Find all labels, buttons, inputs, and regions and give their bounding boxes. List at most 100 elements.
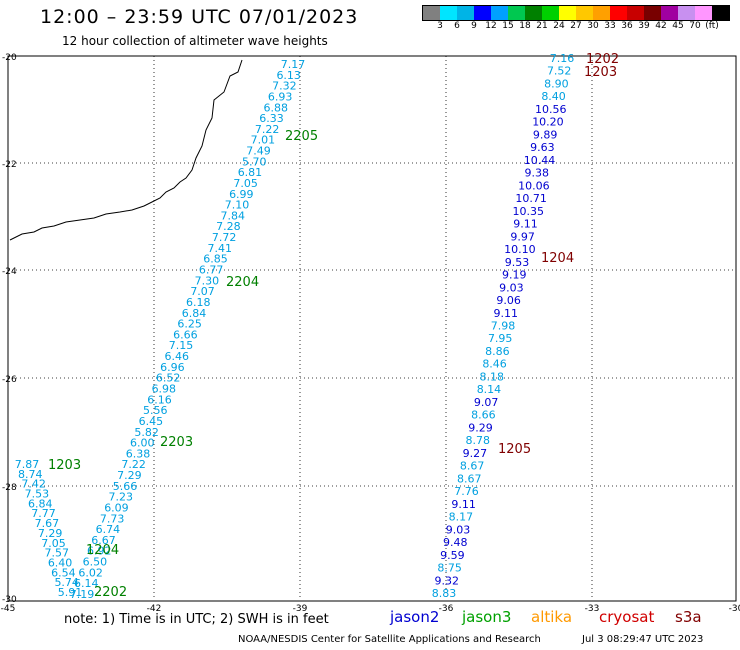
wave-height-value: 8.75 — [437, 562, 462, 575]
wave-height-value: 10.71 — [515, 192, 547, 205]
pass-time-label: 1205 — [498, 442, 531, 457]
wave-height-value: 6.00 — [130, 437, 155, 450]
satellite-name-jason3: jason3 — [462, 608, 512, 626]
legend-label: 3 — [437, 21, 443, 31]
legend-label: (ft) — [705, 21, 719, 31]
legend-swatch — [559, 6, 576, 20]
wave-height-value: 7.57 — [45, 547, 70, 560]
satellite-name-jason2: jason2 — [390, 608, 440, 626]
wave-height-value: 7.29 — [38, 527, 63, 540]
latitude-label: -26 — [2, 375, 17, 385]
wave-height-value: 9.59 — [440, 549, 465, 562]
pass-time-label: 2202 — [94, 585, 127, 600]
wave-height-value: 7.67 — [35, 517, 60, 530]
wave-height-value: 6.88 — [264, 101, 289, 114]
legend-label: 24 — [553, 21, 565, 31]
wave-height-value: 9.27 — [463, 447, 488, 460]
wave-height-value: 9.53 — [505, 256, 530, 269]
wave-height-value: 8.66 — [471, 409, 496, 422]
wave-height-value: 5.66 — [113, 480, 138, 493]
legend-swatch — [525, 6, 542, 20]
wave-height-value: 9.29 — [468, 421, 493, 434]
map-frame — [7, 55, 737, 602]
wave-height-value: 8.40 — [541, 90, 566, 103]
satellite-name-altika: altika — [531, 608, 573, 626]
wave-height-value: 6.93 — [268, 90, 293, 103]
wave-height-value: 8.67 — [460, 460, 485, 473]
wave-height-value: 6.77 — [199, 264, 224, 277]
pass-time-label: 1204 — [541, 251, 574, 266]
wave-height-value: 7.07 — [190, 285, 215, 298]
legend-swatch — [542, 6, 559, 20]
legend-swatch — [474, 6, 491, 20]
wave-height-value: 6.74 — [96, 523, 121, 536]
pass-time-label: 2204 — [226, 275, 259, 290]
pass-time-label: 2203 — [160, 435, 193, 450]
color-legend — [422, 5, 730, 21]
legend-label: 45 — [672, 21, 684, 31]
wave-height-value: 7.49 — [246, 145, 271, 158]
wave-height-value: 7.32 — [272, 80, 297, 93]
wave-height-value: 6.99 — [229, 188, 254, 201]
wave-height-value: 7.53 — [25, 488, 50, 501]
wave-height-value: 6.84 — [28, 497, 53, 510]
legend-label: 18 — [519, 21, 531, 31]
generated-timestamp: Jul 3 08:29:47 UTC 2023 — [582, 634, 704, 645]
wave-height-value: 9.97 — [510, 230, 535, 243]
wave-height-value: 8.46 — [482, 358, 507, 371]
latitude-label: -28 — [2, 483, 17, 493]
legend-label: 6 — [454, 21, 460, 31]
wave-height-value: 7.16 — [550, 52, 575, 65]
wave-height-value: 6.14 — [74, 577, 99, 590]
latitude-label: -20 — [2, 53, 17, 63]
wave-height-value: 5.70 — [242, 155, 267, 168]
wave-height-value: 7.28 — [216, 220, 241, 233]
wave-height-value: 6.54 — [51, 566, 76, 579]
legend-label: 21 — [536, 21, 548, 31]
wave-height-value: 7.98 — [491, 320, 516, 333]
legend-swatch — [661, 6, 678, 20]
longitude-label: -45 — [1, 604, 16, 614]
legend-swatch — [440, 6, 457, 20]
legend-label: 39 — [638, 21, 650, 31]
coastline — [9, 59, 243, 241]
wave-height-value: 7.73 — [100, 512, 125, 525]
wave-height-value: 9.03 — [499, 281, 524, 294]
wave-height-value: 7.22 — [255, 123, 280, 136]
wave-height-value: 7.10 — [225, 199, 250, 212]
legend-swatch — [457, 6, 474, 20]
wave-height-value: 10.35 — [513, 205, 545, 218]
wave-height-value: 9.06 — [496, 294, 521, 307]
wave-height-value: 6.16 — [147, 393, 172, 406]
wave-height-value: 7.22 — [121, 458, 146, 471]
wave-height-value: 8.17 — [449, 511, 474, 524]
wave-height-value: 8.78 — [465, 434, 490, 447]
wave-height-value: 9.11 — [513, 218, 538, 231]
wave-height-value: 7.84 — [220, 209, 245, 222]
pass-time-label: 1203 — [48, 458, 81, 473]
legend-swatch — [593, 6, 610, 20]
wave-height-value: 9.19 — [502, 269, 527, 282]
wave-height-value: 10.10 — [504, 243, 536, 256]
wave-height-value: 7.15 — [169, 339, 194, 352]
legend-label: 12 — [485, 21, 497, 31]
wave-height-value: 6.33 — [259, 112, 284, 125]
wave-height-value: 7.30 — [195, 274, 220, 287]
wave-height-value: 7.52 — [547, 65, 572, 78]
legend-swatch — [576, 6, 593, 20]
pass-time-label: 2205 — [285, 129, 318, 144]
legend-swatch — [627, 6, 644, 20]
legend-swatch — [491, 6, 508, 20]
wave-height-value: 8.74 — [18, 468, 43, 481]
wave-height-value: 6.92 — [87, 545, 112, 558]
wave-height-value: 6.13 — [276, 69, 301, 82]
satellite-name-cryosat: cryosat — [599, 608, 655, 626]
legend-label: 15 — [502, 21, 514, 31]
map-subtitle: 12 hour collection of altimeter wave hei… — [62, 34, 328, 48]
wave-height-value: 9.07 — [474, 396, 499, 409]
longitude-label: -33 — [585, 604, 600, 614]
legend-label: 27 — [570, 21, 582, 31]
wave-height-value: 6.98 — [152, 382, 177, 395]
wave-height-value: 8.83 — [432, 587, 457, 600]
